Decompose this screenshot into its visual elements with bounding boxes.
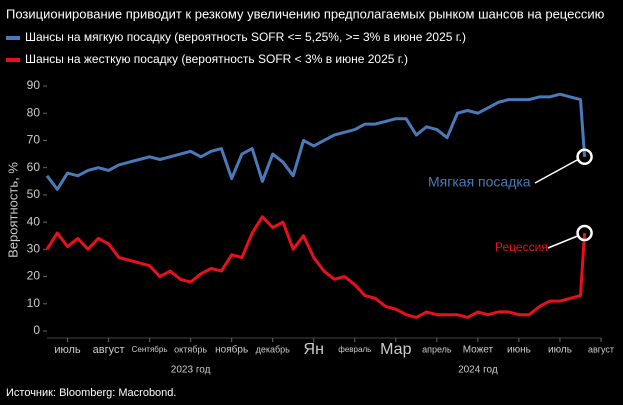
source: Источник: Bloomberg: Macrobond. <box>6 387 176 399</box>
y-tick-label: 80 <box>27 105 41 119</box>
y-tick-label: 50 <box>27 187 41 201</box>
series-line <box>45 92 587 191</box>
chart-title: Позиционирование приводит к резкому увел… <box>6 6 605 21</box>
legend-label: Шансы на жесткую посадку (вероятность SO… <box>25 52 408 66</box>
y-tick-label: 20 <box>27 269 41 283</box>
x-tick-label: Ян <box>304 341 324 358</box>
y-tick-label: 30 <box>27 242 41 256</box>
y-tick-label: 10 <box>27 296 41 310</box>
y-tick-label: 60 <box>27 160 41 174</box>
x-tick-label: июль <box>54 344 81 356</box>
year-label: 2023 год <box>171 365 211 376</box>
x-tick-label: декабрь <box>256 344 291 354</box>
end-marker <box>576 224 593 242</box>
y-tick-label: 0 <box>33 323 40 337</box>
x-tick-label: июль <box>548 345 572 356</box>
x-tick-label: август <box>93 344 125 356</box>
x-tick-label: ноябрь <box>215 344 248 356</box>
x-tick-label: июнь <box>507 345 531 356</box>
x-tick-label: апрель <box>422 344 452 354</box>
series-line <box>45 215 587 319</box>
x-tick-label: октябрь <box>174 344 207 354</box>
legend-label: Шансы на мягкую посадку (вероятность SOF… <box>25 30 466 44</box>
year-label: 2024 год <box>458 365 498 376</box>
y-tick-label: 70 <box>27 133 41 147</box>
annotation: Рецессия <box>495 240 548 254</box>
x-tick-label: Может <box>463 345 494 356</box>
annotation-line <box>547 235 578 249</box>
annotation-line <box>534 159 578 184</box>
y-axis-label: Вероятность, % <box>5 162 20 258</box>
x-tick-label: август <box>588 344 614 354</box>
x-tick-label: февраль <box>338 345 371 354</box>
x-tick-label: Сентябрь <box>132 345 168 354</box>
x-tick-label: Мар <box>380 341 411 358</box>
y-tick-label: 40 <box>27 214 41 228</box>
annotation: Мягкая посадка <box>428 174 531 190</box>
y-tick-label: 90 <box>27 78 41 92</box>
end-marker <box>576 148 593 166</box>
